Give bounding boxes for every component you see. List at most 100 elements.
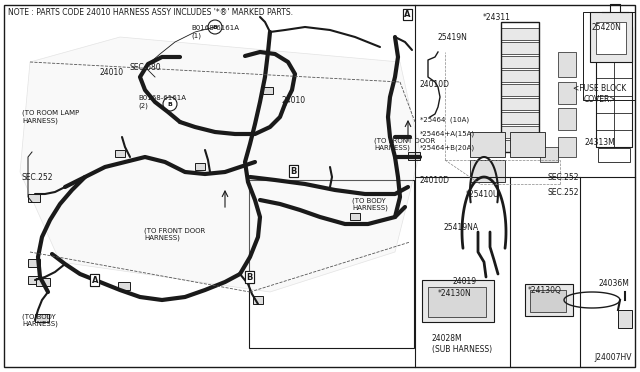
Bar	[501, 84, 539, 96]
Text: B: B	[212, 25, 218, 29]
Text: A: A	[404, 10, 410, 19]
Bar	[614, 113, 632, 130]
Bar	[558, 82, 576, 104]
Text: (TO FRONT DOOR
HARNESS): (TO FRONT DOOR HARNESS)	[374, 137, 436, 151]
Circle shape	[208, 20, 222, 34]
Text: SEC.252: SEC.252	[22, 173, 54, 182]
Bar	[35, 314, 49, 322]
Text: 24313M: 24313M	[584, 138, 616, 147]
Bar	[422, 280, 494, 322]
Text: 24028M
(SUB HARNESS): 24028M (SUB HARNESS)	[432, 334, 492, 354]
Bar	[501, 28, 539, 40]
Text: 24010D: 24010D	[420, 176, 450, 185]
Bar	[253, 296, 263, 304]
Text: NOTE : PARTS CODE 24010 HARNESS ASSY INCLUDES '*®' MARKED PARTS.: NOTE : PARTS CODE 24010 HARNESS ASSY INC…	[8, 8, 293, 17]
Bar	[501, 56, 539, 68]
Bar	[614, 78, 632, 96]
Bar	[618, 310, 632, 328]
Bar	[501, 22, 539, 152]
Bar	[596, 130, 614, 147]
Text: A: A	[92, 276, 98, 285]
Bar	[501, 112, 539, 124]
Text: *25410U: *25410U	[466, 189, 499, 199]
Polygon shape	[20, 37, 420, 292]
Text: B: B	[246, 273, 253, 282]
Text: *24130N: *24130N	[438, 289, 472, 298]
Circle shape	[163, 97, 177, 111]
Bar	[501, 140, 539, 152]
Bar	[28, 276, 40, 284]
Bar	[596, 27, 632, 147]
Bar	[195, 163, 205, 170]
Bar	[596, 96, 614, 113]
Bar	[470, 160, 505, 182]
Text: SEC.252: SEC.252	[548, 173, 579, 182]
Text: 24010: 24010	[282, 96, 306, 105]
Bar	[501, 70, 539, 82]
Text: *25464+A(15A): *25464+A(15A)	[420, 131, 475, 137]
Text: B: B	[290, 167, 296, 176]
Text: 25419N: 25419N	[438, 32, 468, 42]
Bar	[590, 12, 632, 62]
Text: B0168-6161A
(1): B0168-6161A (1)	[191, 25, 239, 39]
Bar	[596, 61, 614, 78]
Text: SEC.252: SEC.252	[548, 187, 579, 196]
Bar	[583, 12, 635, 100]
Text: J24007HV: J24007HV	[595, 353, 632, 362]
Text: B: B	[168, 102, 172, 106]
Bar	[596, 44, 614, 61]
Bar	[115, 150, 125, 157]
Text: 24019: 24019	[453, 278, 477, 286]
Text: 25420N: 25420N	[591, 22, 621, 32]
Bar	[28, 194, 40, 202]
Text: (TO FRONT DOOR
HARNESS): (TO FRONT DOOR HARNESS)	[145, 227, 205, 241]
Bar	[530, 290, 566, 312]
Text: (TO BODY
HARNESS): (TO BODY HARNESS)	[22, 313, 58, 327]
Bar	[501, 126, 539, 138]
Text: *24311: *24311	[483, 13, 511, 22]
Bar	[596, 27, 614, 44]
Bar	[614, 61, 632, 78]
Text: 24036M: 24036M	[598, 279, 629, 289]
Bar	[350, 213, 360, 220]
Bar	[614, 44, 632, 61]
Bar	[614, 27, 632, 44]
Text: *25464+B(20A): *25464+B(20A)	[420, 145, 475, 151]
Bar	[408, 152, 420, 160]
Text: *25464  (10A): *25464 (10A)	[420, 117, 469, 123]
Text: (TO ROOM LAMP
HARNESS): (TO ROOM LAMP HARNESS)	[22, 110, 79, 124]
Text: <FUSE BLOCK
COVER>: <FUSE BLOCK COVER>	[573, 84, 627, 104]
Text: 24010D: 24010D	[420, 80, 450, 89]
Bar	[614, 96, 632, 113]
Text: B0168-6161A
(2): B0168-6161A (2)	[138, 95, 186, 109]
Bar	[558, 52, 576, 77]
Bar	[263, 87, 273, 94]
Text: 24010: 24010	[100, 67, 124, 77]
Bar	[598, 148, 630, 162]
Bar	[470, 132, 505, 157]
Text: *24130Q: *24130Q	[528, 285, 562, 295]
Bar	[558, 108, 576, 130]
Text: B: B	[290, 167, 296, 176]
Bar	[501, 42, 539, 54]
Bar	[118, 282, 130, 290]
Bar	[510, 132, 545, 157]
Bar	[596, 22, 626, 54]
Bar	[501, 98, 539, 110]
Bar	[249, 180, 414, 348]
Bar	[525, 284, 573, 316]
Bar	[540, 147, 558, 162]
Bar	[596, 113, 614, 130]
Text: SEC.680: SEC.680	[130, 62, 162, 71]
Text: A: A	[92, 276, 98, 285]
Bar	[428, 287, 486, 317]
Text: B: B	[246, 273, 253, 282]
Text: (TO BODY
HARNESS): (TO BODY HARNESS)	[352, 197, 388, 211]
Text: A: A	[404, 10, 410, 19]
Bar	[558, 137, 576, 157]
Text: 25419NA: 25419NA	[444, 222, 479, 231]
Bar	[614, 130, 632, 147]
Bar	[36, 278, 50, 286]
Bar	[596, 78, 614, 96]
Bar	[28, 259, 40, 267]
